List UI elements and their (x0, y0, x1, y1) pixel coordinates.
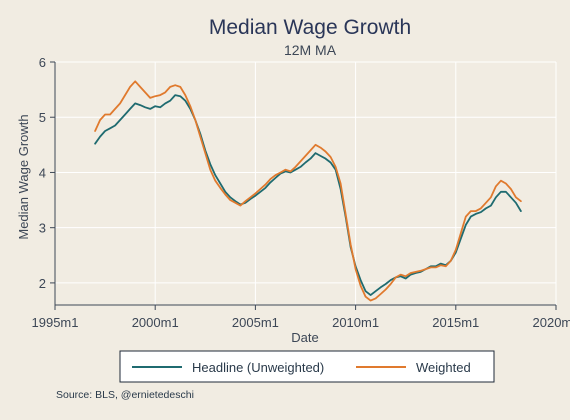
gridlines (54, 61, 557, 305)
y-axis-label: Median Wage Growth (16, 114, 31, 239)
y-tick-label: 4 (39, 165, 46, 180)
x-tick-label: 2020m1 (533, 315, 570, 330)
source-note: Source: BLS, @ernietedeschi (56, 389, 194, 401)
x-axis-label: Date (291, 330, 318, 345)
y-tick-label: 5 (39, 110, 46, 125)
x-tick-label: 2010m1 (332, 315, 379, 330)
legend-label: Weighted (416, 360, 471, 375)
series-line-0 (94, 94, 522, 297)
x-tick-label: 2005m1 (232, 315, 279, 330)
x-tick-label: 2015m1 (432, 315, 479, 330)
y-tick-label: 6 (39, 55, 46, 70)
axes: 2 3 4 5 6 1995m1 2000m1 2005m1 2010m1 2015m1 2020m… (32, 55, 570, 330)
x-tick-label: 2000m1 (132, 315, 179, 330)
y-tick-label: 3 (39, 221, 46, 236)
series-line-1 (94, 80, 522, 302)
legend-label: Headline (Unweighted) (192, 360, 324, 375)
chart-subtitle: 12M MA (284, 42, 337, 58)
chart-title: Median Wage Growth (209, 16, 411, 39)
x-tick-label: 1995m1 (32, 315, 79, 330)
legend: Headline (Unweighted) Weighted (119, 350, 495, 383)
y-tick-label: 2 (39, 276, 46, 291)
series-lines (94, 80, 522, 302)
legend-box (119, 350, 495, 383)
